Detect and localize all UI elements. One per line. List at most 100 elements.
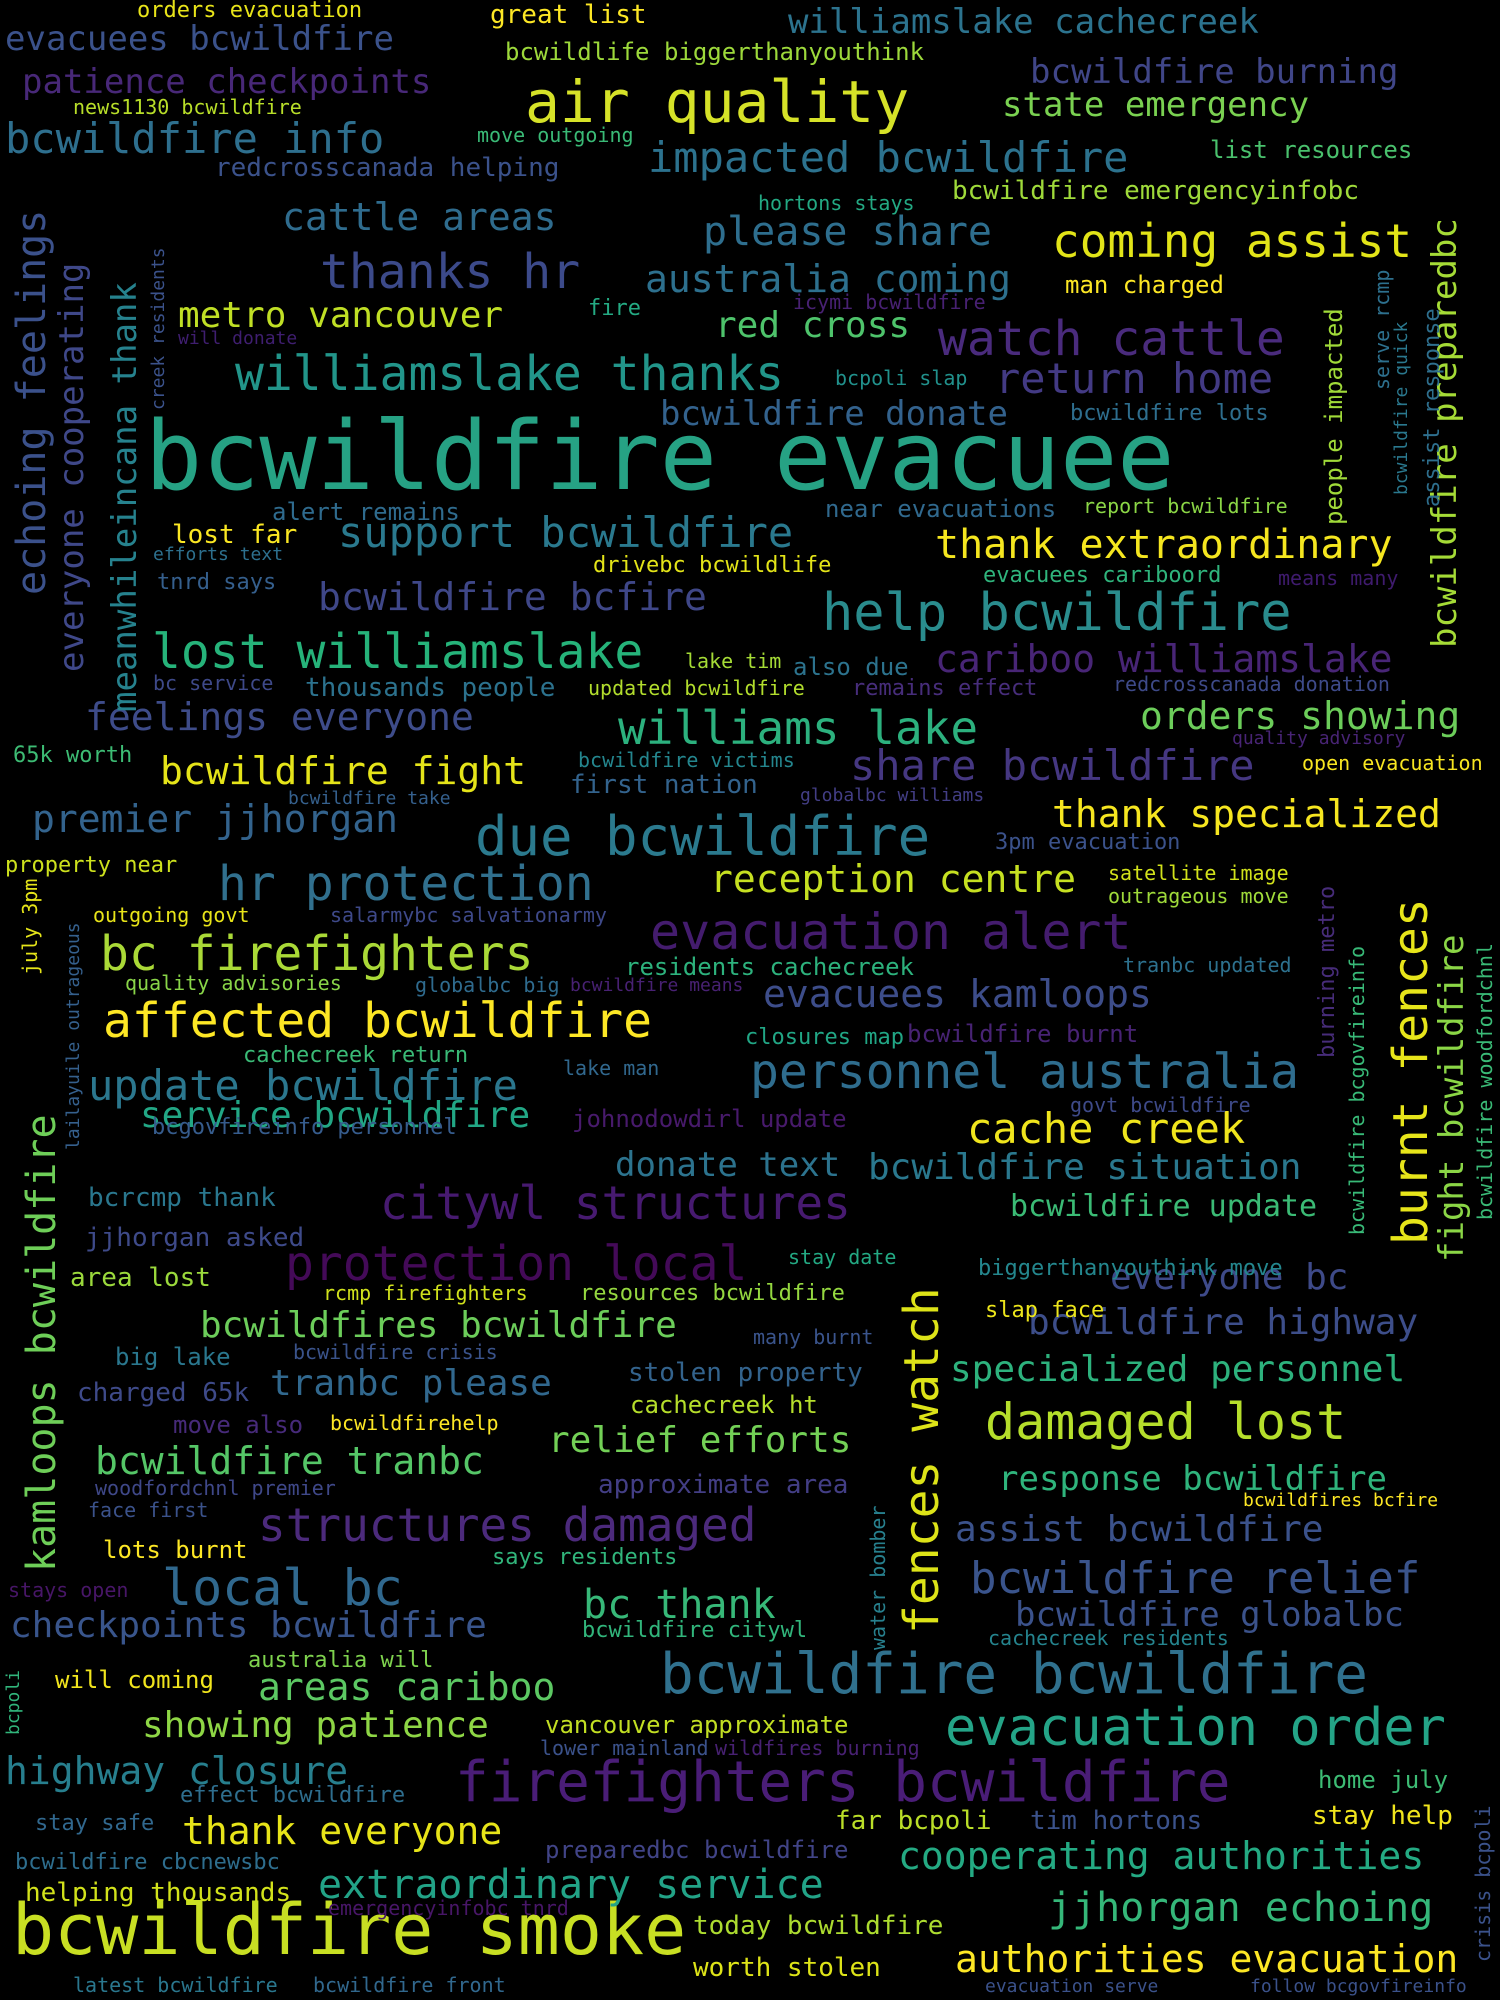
- cloud-word: resources bcwildfire: [580, 1281, 845, 1306]
- cloud-word: impacted bcwildfire: [648, 133, 1129, 182]
- cloud-word: preparedbc bcwildfire: [545, 1836, 849, 1864]
- cloud-word: bc thank: [583, 1582, 776, 1628]
- cloud-word: cachecreek residents: [988, 1626, 1229, 1650]
- cloud-word: first nation: [570, 770, 758, 800]
- cloud-word: thank everyone: [182, 1809, 503, 1853]
- cloud-word: watch cattle: [938, 311, 1285, 367]
- cloud-word: bcwildfires bcfire: [1243, 1490, 1439, 1511]
- cloud-word: creek residents: [148, 247, 169, 410]
- cloud-word: service bcwildfire: [140, 1095, 531, 1136]
- cloud-word: due bcwildfire: [475, 805, 931, 868]
- cloud-word: bcwildfire highway: [1028, 1302, 1419, 1343]
- cloud-word: salarmybc salvationarmy: [330, 903, 607, 927]
- cloud-word: hr protection: [218, 856, 594, 912]
- cloud-word: lots burnt: [103, 1536, 248, 1564]
- cloud-word: stolen property: [628, 1358, 863, 1388]
- cloud-word: bcwildfire bcgovfireinfo: [1345, 946, 1369, 1235]
- cloud-word: share bcwildfire: [850, 741, 1255, 790]
- cloud-word: thanks hr: [320, 244, 581, 300]
- cloud-word: australia will: [248, 1648, 434, 1673]
- cloud-word: orders showing: [1140, 694, 1461, 738]
- cloud-word: lower mainland: [540, 1736, 709, 1760]
- cloud-word: bcwildfire emergencyinfobc: [952, 176, 1359, 206]
- cloud-word: bcwildfire lots: [1070, 401, 1269, 426]
- cloud-word: crisis bcpoli: [1471, 1805, 1495, 1962]
- cloud-word: great list: [490, 0, 647, 30]
- cloud-word: evacuation serve: [985, 1976, 1159, 1997]
- cloud-word: highway closure: [5, 1749, 349, 1793]
- cloud-word: water bomber: [866, 1505, 890, 1651]
- cloud-word: people impacted: [1320, 308, 1348, 525]
- cloud-word: cache creek: [967, 1104, 1246, 1153]
- cloud-word: news1130 bcwildfire: [73, 95, 302, 119]
- cloud-word: local bc: [162, 1559, 403, 1617]
- cloud-word: globalbc williams: [800, 785, 985, 806]
- cloud-word: bcwildfire quick: [1391, 321, 1412, 495]
- cloud-word: williams lake: [618, 701, 979, 755]
- cloud-word: damaged lost: [985, 1393, 1347, 1451]
- cloud-word: air quality: [525, 68, 910, 136]
- cloud-word: update bcwildfire: [88, 1061, 518, 1110]
- cloud-word: state emergency: [1002, 85, 1310, 125]
- cloud-word: near evacuations: [825, 495, 1057, 523]
- cloud-word: fire: [588, 296, 641, 321]
- cloud-word: everyone cooperating: [52, 262, 92, 672]
- cloud-word: bcwildfire fight: [160, 749, 527, 793]
- cloud-word: bcwildfire burning: [1030, 52, 1399, 92]
- cloud-word: citywl structures: [380, 1176, 851, 1230]
- cloud-word: also due: [793, 653, 909, 681]
- cloud-word: bcwildfire relief: [970, 1553, 1421, 1604]
- cloud-word: home july: [1318, 1766, 1449, 1794]
- cloud-word: bcwildfire bcfire: [318, 575, 707, 619]
- cloud-word: premier jjhorgan: [32, 797, 399, 841]
- cloud-word: bcwildfire smoke: [12, 1889, 687, 1971]
- cloud-word: emergencyinfobc tnrd: [328, 1896, 569, 1920]
- cloud-word: bc firefighters: [100, 926, 534, 982]
- cloud-word: bcwildfire update: [1010, 1189, 1318, 1224]
- cloud-word: helping thousands: [25, 1878, 292, 1908]
- cloud-word: bcwildfire victims: [578, 748, 795, 772]
- cloud-word: bcgovfireinfo personnel: [152, 1115, 457, 1140]
- cloud-word: thank specialized: [1052, 792, 1441, 836]
- cloud-word: tim hortons: [1030, 1806, 1203, 1836]
- cloud-word: today bcwildfire: [693, 1911, 944, 1941]
- cloud-word: firefighters bcwildfire: [455, 1750, 1231, 1815]
- cloud-word: coming assist: [1052, 214, 1413, 268]
- cloud-word: wildfires burning: [715, 1736, 920, 1760]
- cloud-word: cachecreek ht: [630, 1391, 818, 1419]
- cloud-word: bcwildfires bcwildfire: [200, 1305, 677, 1346]
- cloud-word: tranbc please: [270, 1363, 552, 1404]
- cloud-word: stay safe: [35, 1811, 155, 1836]
- cloud-word: bc service: [153, 671, 274, 695]
- cloud-word: bcwildfire woodfordchnl: [1473, 943, 1497, 1220]
- cloud-word: authorities evacuation: [955, 1937, 1459, 1981]
- cloud-word: move outgoing: [477, 123, 634, 147]
- cloud-word: checkpoints bcwildfire: [10, 1605, 487, 1646]
- cloud-word: cachecreek return: [243, 1043, 469, 1068]
- cloud-word: list resources: [1210, 136, 1413, 164]
- cloud-word: rcmp firefighters: [323, 1281, 528, 1305]
- cloud-word: 65k worth: [13, 743, 133, 768]
- cloud-word: means many: [1278, 566, 1399, 590]
- cloud-word: stays open: [8, 1578, 129, 1602]
- cloud-word: report bcwildfire: [1083, 494, 1288, 518]
- cloud-word: donate text: [615, 1145, 841, 1185]
- cloud-word: redcrosscanada donation: [1113, 672, 1390, 696]
- cloud-word: bcwildfire citywl: [582, 1618, 808, 1643]
- cloud-word: affected bcwildfire: [103, 993, 653, 1049]
- cloud-word: fences watch: [894, 1287, 950, 1634]
- cloud-word: lake tim: [685, 649, 782, 673]
- cloud-word: patience checkpoints: [22, 62, 432, 102]
- cloud-word: will coming: [55, 1666, 214, 1694]
- cloud-word: effect bcwildfire: [180, 1783, 406, 1808]
- cloud-word: cooperating authorities: [898, 1834, 1425, 1878]
- cloud-word: bcwildfire donate: [660, 394, 1008, 434]
- cloud-word: redcrosscanada helping: [215, 153, 560, 183]
- cloud-word: july 3pm: [18, 878, 42, 975]
- cloud-word: assist bcwildfire: [955, 1509, 1324, 1550]
- cloud-word: area lost: [70, 1263, 211, 1293]
- cloud-word: remains effect: [852, 676, 1038, 701]
- cloud-word: lake man: [563, 1056, 660, 1080]
- cloud-word: showing patience: [142, 1705, 489, 1746]
